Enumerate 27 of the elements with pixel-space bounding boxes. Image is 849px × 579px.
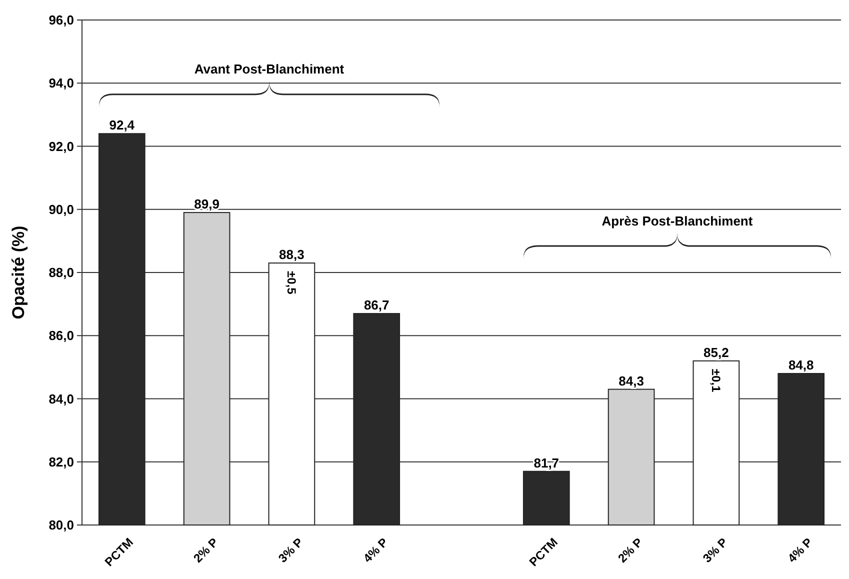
y-tick-label: 84,0	[48, 391, 74, 406]
annotation: Après Post-Blanchiment	[602, 213, 754, 228]
annotation: Avant Post-Blanchiment	[194, 62, 345, 77]
data-label: 85,2	[704, 344, 729, 360]
y-axis-title: Opacité (%)	[9, 226, 28, 320]
annotation: ±0,1	[709, 368, 723, 392]
data-label: 92,4	[109, 118, 136, 133]
y-tick-label: 80,0	[48, 518, 74, 533]
y-tick-label: 88,0	[48, 265, 74, 280]
data-label: 84,3	[618, 373, 644, 388]
x-tick-label: 2% P	[190, 535, 221, 566]
data-label: 86,7	[364, 298, 390, 313]
y-tick-label: 96,0	[48, 12, 74, 28]
x-tick-label: 2% P	[615, 535, 646, 566]
x-tick-label: 4% P	[784, 535, 816, 566]
data-label: 84,8	[788, 358, 814, 372]
x-tick-label: 3% P	[276, 535, 306, 566]
annotation: ±0,5	[284, 271, 298, 295]
y-tick-label: 90,0	[48, 202, 74, 217]
x-tick-label: 4% P	[360, 535, 391, 566]
y-tick-label: 82,0	[48, 454, 74, 470]
data-label: 88,3	[279, 247, 304, 262]
y-tick-label: 94,0	[48, 76, 74, 91]
data-label: 89,9	[194, 196, 220, 212]
x-tick-label: 3% P	[700, 535, 730, 566]
y-tick-label: 86,0	[48, 328, 74, 344]
y-tick-label: 92,0	[48, 138, 74, 154]
